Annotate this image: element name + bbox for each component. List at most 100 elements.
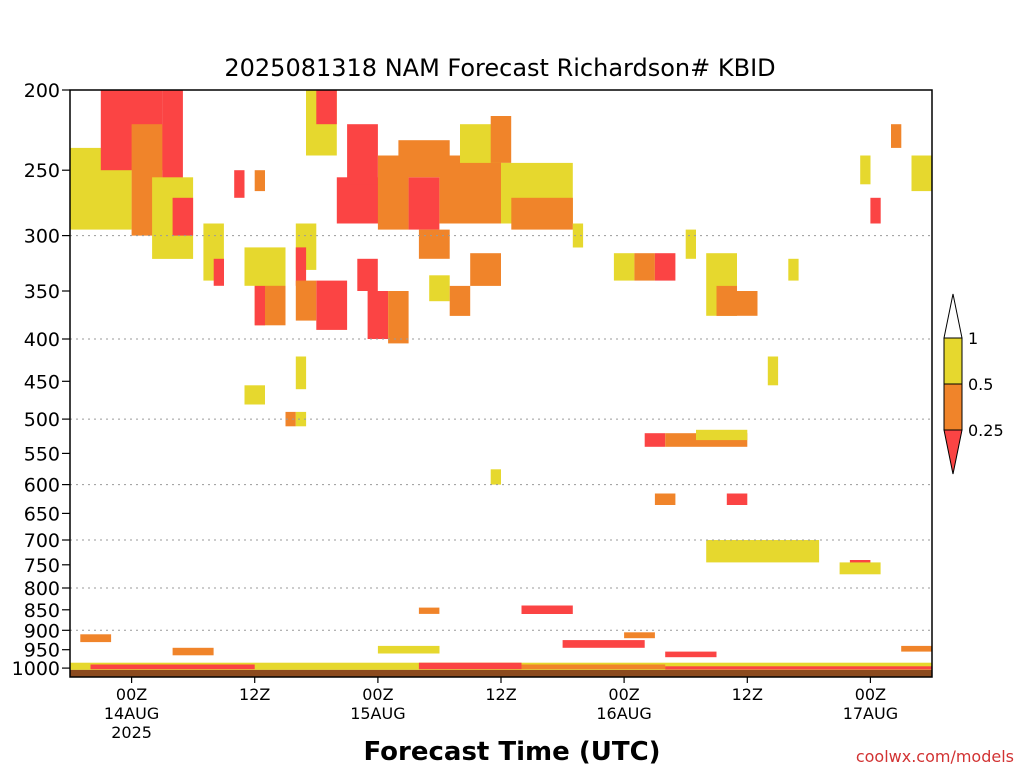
ri-cell-yellow — [244, 385, 265, 405]
ri-cell-red — [644, 433, 666, 447]
ri-cell-red — [254, 285, 265, 326]
ri-cell-orange — [254, 170, 265, 192]
ri-cell-red — [347, 124, 378, 185]
ri-cell-orange — [737, 291, 758, 316]
x-tick-label: 00Z — [362, 685, 393, 704]
ri-cell-red — [665, 666, 932, 670]
x-tick-label: 00Z — [855, 685, 886, 704]
y-tick-label: 700 — [24, 530, 60, 552]
ri-cell-orange — [511, 197, 573, 230]
ri-cell-orange — [80, 634, 112, 643]
ri-cell-yellow — [860, 155, 871, 185]
ri-cell-red — [418, 662, 522, 670]
y-axis: 200 250 300 350 400 450 500 550 600 650 700 7508008… — [12, 80, 70, 680]
ri-cell-orange — [716, 285, 737, 316]
ri-cell-yellow — [295, 356, 307, 390]
x-tick-label: 00Z — [608, 685, 639, 704]
x-tick-label: 12Z — [239, 685, 270, 704]
ri-cell-orange — [490, 116, 512, 163]
ri-cell-yellow — [244, 247, 286, 286]
ground-fill — [70, 669, 932, 677]
chart-title: 2025081318 NAM Forecast Richardson# KBID — [224, 54, 775, 82]
ri-cell-orange — [418, 229, 450, 259]
ri-cell-yellow — [377, 645, 440, 654]
y-tick-label: 800 — [24, 578, 60, 600]
ri-cell-red — [316, 90, 337, 125]
ri-cell-orange — [418, 607, 440, 614]
x-tick-label: 12Z — [485, 685, 516, 704]
ri-cell-orange — [285, 411, 296, 427]
ri-cell-yellow — [490, 469, 501, 485]
ri-cell-red — [367, 291, 389, 339]
y-tick-label: 850 — [24, 600, 60, 622]
ri-cell-orange — [449, 285, 471, 316]
y-tick-label: 1000 — [12, 658, 60, 680]
ri-cell-orange — [901, 645, 932, 652]
color-legend: 1 0.5 0.25 — [943, 293, 1004, 475]
x-axis-label: Forecast Time (UTC) — [363, 737, 660, 767]
ri-cell-yellow — [696, 429, 748, 441]
credit-text: coolwx.com/models — [856, 747, 1014, 766]
x-tick-label: 00Z — [116, 685, 147, 704]
ri-cell-yellow — [839, 562, 881, 575]
y-tick-label: 650 — [24, 503, 60, 525]
ri-cell-yellow — [788, 258, 799, 281]
ri-cell-orange — [891, 124, 902, 148]
x-tick-label: 17AUG — [843, 704, 898, 723]
ri-cell-yellow — [767, 356, 779, 386]
ri-cell-orange — [634, 253, 655, 281]
ri-cell-yellow — [706, 540, 820, 563]
y-tick-label: 900 — [24, 620, 60, 642]
x-tick-label: 16AUG — [596, 704, 651, 723]
y-tick-label: 950 — [24, 640, 60, 662]
ri-cell-orange — [654, 493, 676, 505]
ri-cell-red — [408, 177, 440, 230]
ri-cell-red — [295, 247, 307, 286]
ri-cell-yellow — [911, 155, 932, 192]
ri-cell-orange — [521, 664, 666, 670]
y-tick-label: 450 — [24, 371, 60, 393]
ri-cell-yellow — [429, 275, 450, 302]
ri-cell-red — [162, 90, 183, 185]
x-tick-label: 14AUG — [104, 704, 159, 723]
x-tick-label: 12Z — [732, 685, 763, 704]
y-tick-label: 200 — [24, 80, 60, 102]
x-tick-label: 2025 — [111, 723, 152, 742]
ri-cell-orange — [470, 253, 501, 286]
ri-cell-orange — [624, 632, 655, 639]
ground-band — [70, 669, 932, 677]
ri-cell-orange — [172, 647, 214, 656]
legend-label: 1 — [968, 329, 978, 348]
dotted-gridlines — [70, 235, 932, 631]
y-tick-label: 400 — [24, 329, 60, 351]
legend-label: 0.5 — [968, 375, 993, 394]
ri-cell-orange — [439, 155, 501, 224]
y-tick-label: 300 — [24, 226, 60, 248]
ri-cell-red — [172, 197, 194, 236]
ri-cell-yellow — [295, 411, 307, 427]
ri-cell-red — [234, 170, 245, 198]
x-tick-label: 15AUG — [350, 704, 405, 723]
y-tick-label: 250 — [24, 160, 60, 182]
heatmap-cells — [70, 90, 932, 670]
y-tick-label: 550 — [24, 443, 60, 465]
ri-cell-red — [654, 253, 676, 281]
y-tick-label: 750 — [24, 555, 60, 577]
y-tick-label: 600 — [24, 475, 60, 497]
ri-cell-yellow — [613, 253, 635, 281]
ri-cell-yellow — [572, 223, 584, 248]
ri-cell-red — [870, 197, 881, 224]
legend-swatch — [943, 337, 963, 385]
y-tick-label: 500 — [24, 409, 60, 431]
ri-cell-orange — [295, 280, 317, 321]
ri-cell-red — [213, 258, 224, 286]
ri-cell-red — [726, 493, 748, 505]
ri-cell-red — [357, 258, 378, 291]
legend-swatch-bottom — [943, 429, 963, 475]
ri-cell-red — [665, 651, 717, 658]
legend-swatch — [943, 383, 963, 431]
ri-cell-yellow — [685, 229, 696, 259]
